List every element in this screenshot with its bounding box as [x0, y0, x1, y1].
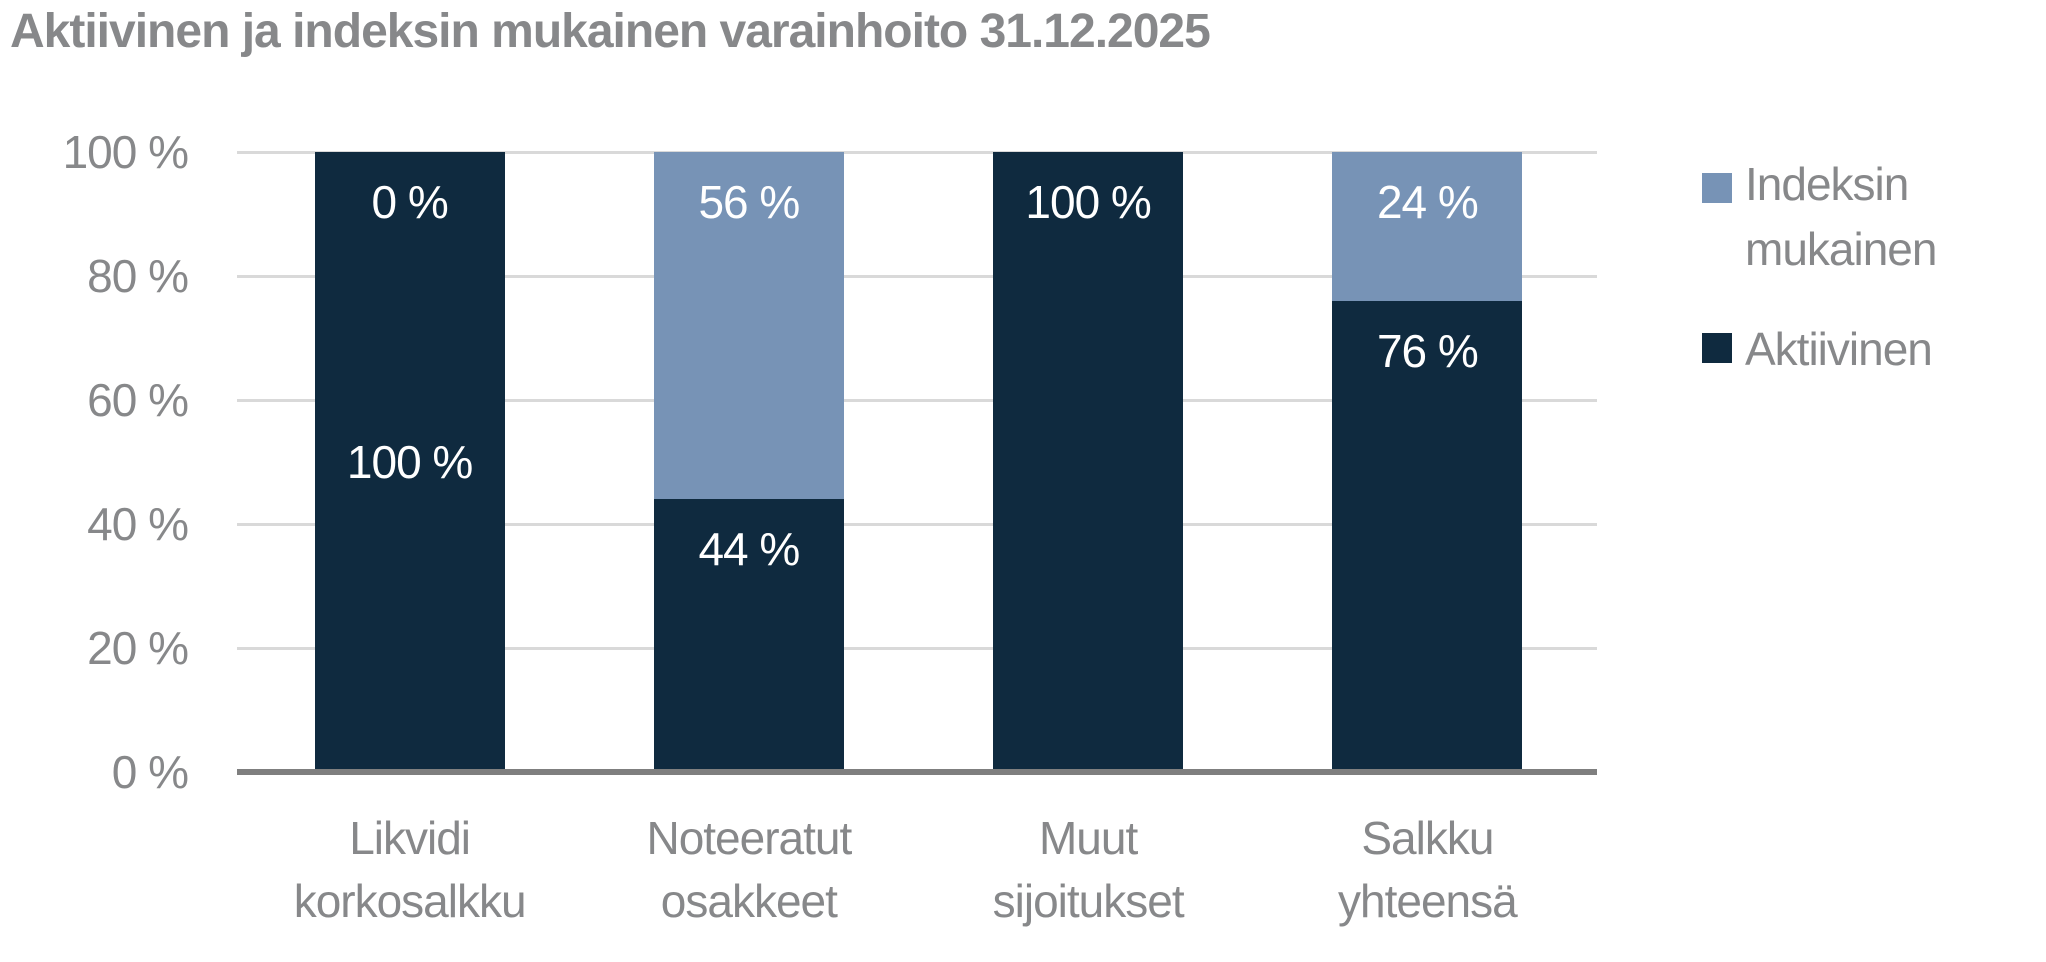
gridline	[237, 522, 1597, 526]
y-axis-tick-label: 20 %	[87, 622, 189, 674]
category-label-line: sijoitukset	[992, 875, 1185, 927]
bar-value-label: 100 %	[346, 436, 473, 488]
legend-label: Aktiivinen	[1745, 317, 1933, 382]
bar-value-label: 100 %	[1025, 176, 1151, 228]
y-axis-tick-label: 80 %	[87, 250, 189, 302]
category-label-line: yhteensä	[1338, 875, 1518, 927]
category-label-line: Salkku	[1361, 812, 1494, 864]
category-label-line: osakkeet	[660, 875, 838, 927]
bar-segment-aktiivinen	[993, 152, 1184, 772]
legend-label-line: Indeksin	[1745, 158, 1909, 210]
bar-segment-indeksin-mukainen	[1332, 152, 1523, 301]
legend-swatch-indeksin-mukainen	[1702, 173, 1732, 203]
category-label: Noteeratut osakkeet	[646, 807, 852, 933]
category-label-line: Muut	[1038, 812, 1138, 864]
legend-label: Indeksin mukainen	[1745, 152, 1937, 282]
category-label-line: Noteeratut	[646, 812, 852, 864]
category-label: Likvidi korkosalkku	[293, 807, 527, 933]
bar-value-label: 0 %	[371, 176, 448, 228]
category-label-line: korkosalkku	[293, 875, 527, 927]
category-label: Muut sijoitukset	[992, 807, 1185, 933]
gridline	[237, 398, 1597, 402]
category-label: Salkku yhteensä	[1338, 807, 1518, 933]
legend-label-line: mukainen	[1745, 223, 1937, 275]
bar-value-label: 56 %	[698, 176, 800, 228]
gridline	[237, 646, 1597, 650]
gridline	[237, 274, 1597, 278]
bar-segment-aktiivinen	[314, 152, 505, 772]
y-axis-tick-label: 100 %	[62, 126, 189, 178]
x-axis-line	[237, 769, 1597, 775]
bar-segment-indeksin-mukainen	[653, 152, 844, 500]
gridline	[237, 150, 1597, 154]
bar-value-label: 76 %	[1376, 324, 1479, 377]
legend-swatch-aktiivinen	[1702, 333, 1732, 363]
bar-segment-aktiivinen	[1332, 300, 1523, 772]
y-axis-tick-label: 0 %	[111, 746, 189, 798]
y-axis-tick-label: 60 %	[87, 374, 189, 426]
bar-value-label: 44 %	[698, 523, 800, 576]
bar-segment-aktiivinen	[653, 499, 844, 772]
bar-value-label: 24 %	[1376, 176, 1479, 228]
category-label-line: Likvidi	[349, 812, 471, 864]
legend-label-line: Aktiivinen	[1745, 323, 1933, 375]
y-axis-tick-label: 40 %	[87, 498, 189, 550]
chart-title: Aktiivinen ja indeksin mukainen varainho…	[10, 5, 1211, 58]
